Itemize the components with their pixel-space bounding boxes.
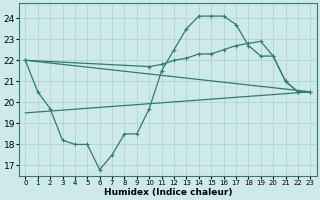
X-axis label: Humidex (Indice chaleur): Humidex (Indice chaleur) (104, 188, 232, 197)
